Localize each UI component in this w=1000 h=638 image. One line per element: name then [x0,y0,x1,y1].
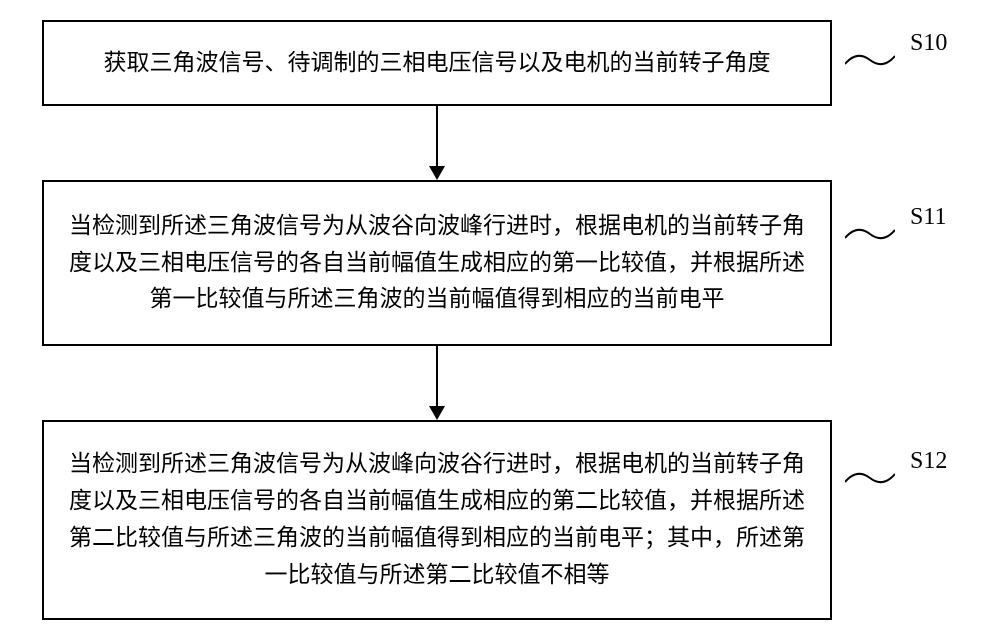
flow-node-s11-text: 当检测到所述三角波信号为从波谷向波峰行进时，根据电机的当前转子角度以及三相电压信… [62,208,812,318]
squiggle-connector-s10 [845,52,895,68]
squiggle-connector-s11 [845,226,895,242]
step-label-s11: S11 [910,204,946,231]
arrow-s11-s12-head [429,406,445,420]
flow-node-s10: 获取三角波信号、待调制的三相电压信号以及电机的当前转子角度 [42,20,832,106]
squiggle-connector-s12 [845,470,895,486]
flow-node-s11: 当检测到所述三角波信号为从波谷向波峰行进时，根据电机的当前转子角度以及三相电压信… [42,180,832,346]
flow-node-s12: 当检测到所述三角波信号为从波峰向波谷行进时，根据电机的当前转子角度以及三相电压信… [42,420,832,620]
step-label-s10: S10 [910,30,947,57]
arrow-s10-s11-line [436,106,438,168]
step-label-s12: S12 [910,448,947,475]
flow-node-s10-text: 获取三角波信号、待调制的三相电压信号以及电机的当前转子角度 [104,45,771,82]
flowchart-canvas: 获取三角波信号、待调制的三相电压信号以及电机的当前转子角度 S10 当检测到所述… [0,0,1000,638]
flow-node-s12-text: 当检测到所述三角波信号为从波峰向波谷行进时，根据电机的当前转子角度以及三相电压信… [62,446,812,593]
arrow-s11-s12-line [436,346,438,408]
arrow-s10-s11-head [429,166,445,180]
